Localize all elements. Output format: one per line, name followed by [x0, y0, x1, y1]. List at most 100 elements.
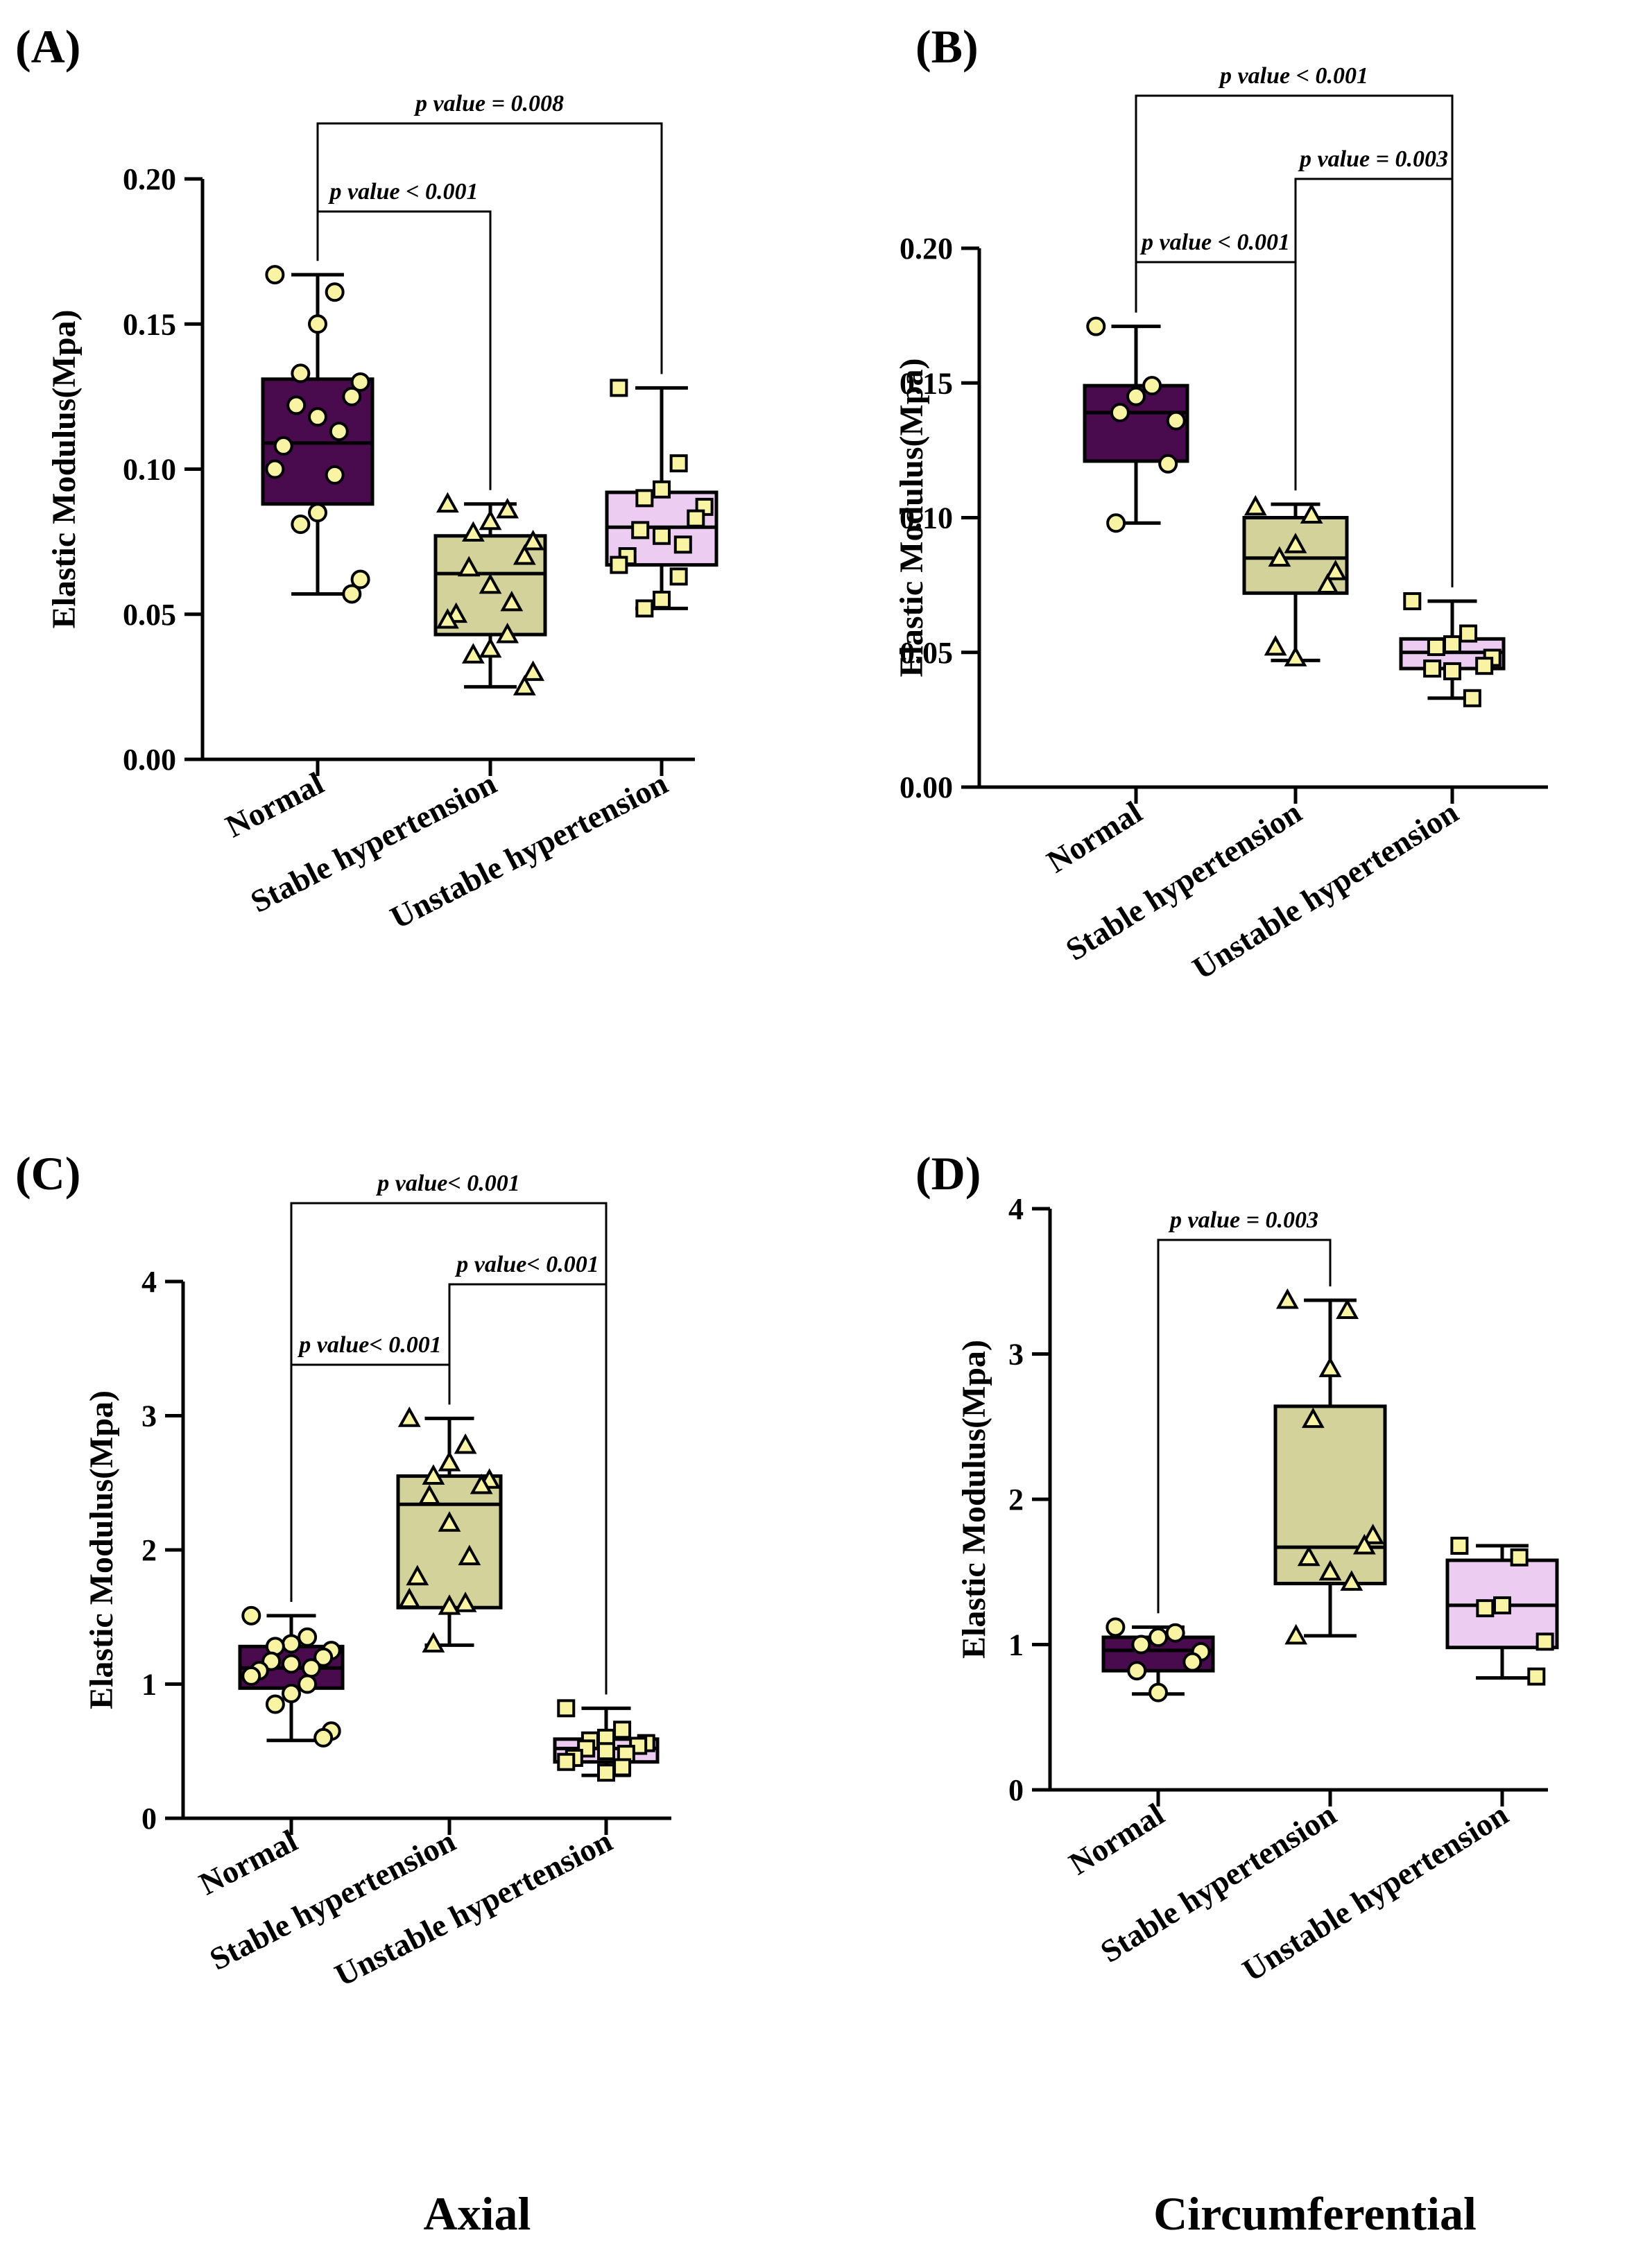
data-point — [522, 530, 545, 551]
box-stable — [433, 492, 547, 696]
category-label: Unstable hypertension — [329, 1822, 618, 1993]
data-point — [342, 386, 362, 406]
box-normal — [1101, 1617, 1215, 1702]
data-point — [273, 436, 293, 456]
significance-bracket — [1135, 94, 1454, 587]
category-label: Normal — [1040, 794, 1148, 879]
y-tick-label: 0 — [1008, 1773, 1024, 1807]
y-tick-label: 1 — [141, 1668, 157, 1702]
data-point — [1244, 494, 1267, 516]
data-point — [653, 526, 671, 545]
box-stable — [1273, 1288, 1387, 1645]
y-tick-label: 2 — [1008, 1483, 1024, 1517]
y-tick-label: 0.20 — [900, 232, 953, 266]
data-point — [422, 1464, 445, 1485]
y-tick-label: 2 — [141, 1533, 157, 1567]
data-point — [291, 515, 311, 535]
y-tick-label: 0.10 — [900, 501, 953, 535]
data-point — [1352, 1533, 1376, 1555]
data-point — [597, 1742, 615, 1761]
data-point — [496, 497, 519, 519]
data-point — [1284, 646, 1307, 666]
box-stable — [396, 1406, 503, 1653]
y-tick-label: 3 — [141, 1399, 157, 1433]
data-point — [457, 555, 481, 577]
data-point — [1423, 659, 1442, 678]
circumferential-label: Circumferential — [1153, 2187, 1477, 2240]
data-point — [282, 1634, 301, 1654]
data-point — [438, 1594, 461, 1615]
data-point — [557, 1699, 576, 1718]
data-point — [461, 521, 485, 542]
p-value-label: p value < 0.001 — [1218, 63, 1368, 89]
data-point — [265, 459, 285, 479]
data-point — [1110, 402, 1130, 422]
data-point — [1450, 1537, 1469, 1555]
data-point — [613, 1758, 632, 1777]
data-point — [265, 265, 285, 285]
data-point — [1301, 1407, 1325, 1429]
data-point — [597, 1763, 615, 1782]
p-value-label: p value = 0.008 — [413, 91, 564, 117]
data-point — [500, 590, 524, 612]
data-point — [557, 1752, 576, 1771]
data-point — [454, 1592, 477, 1612]
data-point — [669, 567, 688, 586]
data-point — [635, 489, 654, 508]
category-label: Unstable hypertension — [385, 765, 673, 935]
data-point — [461, 643, 485, 664]
data-point — [1361, 1524, 1385, 1544]
data-point — [1165, 1623, 1185, 1643]
data-point — [1105, 1617, 1126, 1637]
y-tick-label: 4 — [141, 1265, 157, 1299]
box-normal — [238, 1605, 345, 1748]
panel-label: (B) — [915, 20, 979, 73]
data-point — [397, 1587, 421, 1608]
p-value-label: p value< 0.001 — [454, 1252, 599, 1277]
box-normal — [1083, 316, 1189, 533]
data-point — [325, 282, 345, 302]
y-tick-label: 4 — [1008, 1192, 1024, 1226]
y-tick-label: 0.20 — [123, 162, 176, 196]
data-point — [265, 1694, 285, 1714]
data-point — [342, 584, 362, 604]
data-point — [1316, 573, 1339, 594]
data-point — [418, 1484, 441, 1505]
data-point — [1459, 624, 1478, 643]
data-point — [479, 637, 502, 658]
data-point — [1148, 1682, 1168, 1702]
data-point — [325, 465, 345, 485]
category-label: Normal — [193, 1822, 302, 1901]
data-point — [635, 599, 654, 618]
data-point — [291, 363, 311, 383]
y-axis-title: Elastic Modulus(Mpa) — [956, 1340, 992, 1659]
category-label: Unstable hypertension — [1186, 794, 1464, 986]
data-point — [1264, 635, 1287, 656]
data-point — [1106, 513, 1126, 533]
data-point — [1300, 503, 1323, 524]
data-point — [1297, 1545, 1320, 1567]
p-value-label: p value = 0.003 — [1168, 1207, 1318, 1233]
data-point — [436, 608, 459, 629]
data-point — [313, 1647, 334, 1667]
p-value-label: p value = 0.003 — [1298, 146, 1448, 172]
data-point — [308, 503, 327, 523]
significance-bracket — [290, 1202, 608, 1695]
box-unstable — [553, 1699, 660, 1782]
data-point — [470, 1474, 493, 1494]
data-point — [673, 535, 692, 554]
data-point — [286, 395, 307, 415]
data-point — [1148, 1628, 1168, 1648]
category-label: Normal — [1062, 1796, 1170, 1881]
box-stable — [1242, 494, 1349, 666]
p-value-label: p value < 0.001 — [1139, 230, 1290, 255]
significance-bracket — [1157, 1239, 1332, 1614]
data-point — [406, 1564, 429, 1586]
data-point — [329, 422, 349, 442]
data-point — [1142, 376, 1162, 396]
data-point — [522, 660, 545, 681]
box-normal — [261, 265, 375, 604]
data-point — [1166, 411, 1186, 431]
data-point — [1268, 546, 1291, 567]
